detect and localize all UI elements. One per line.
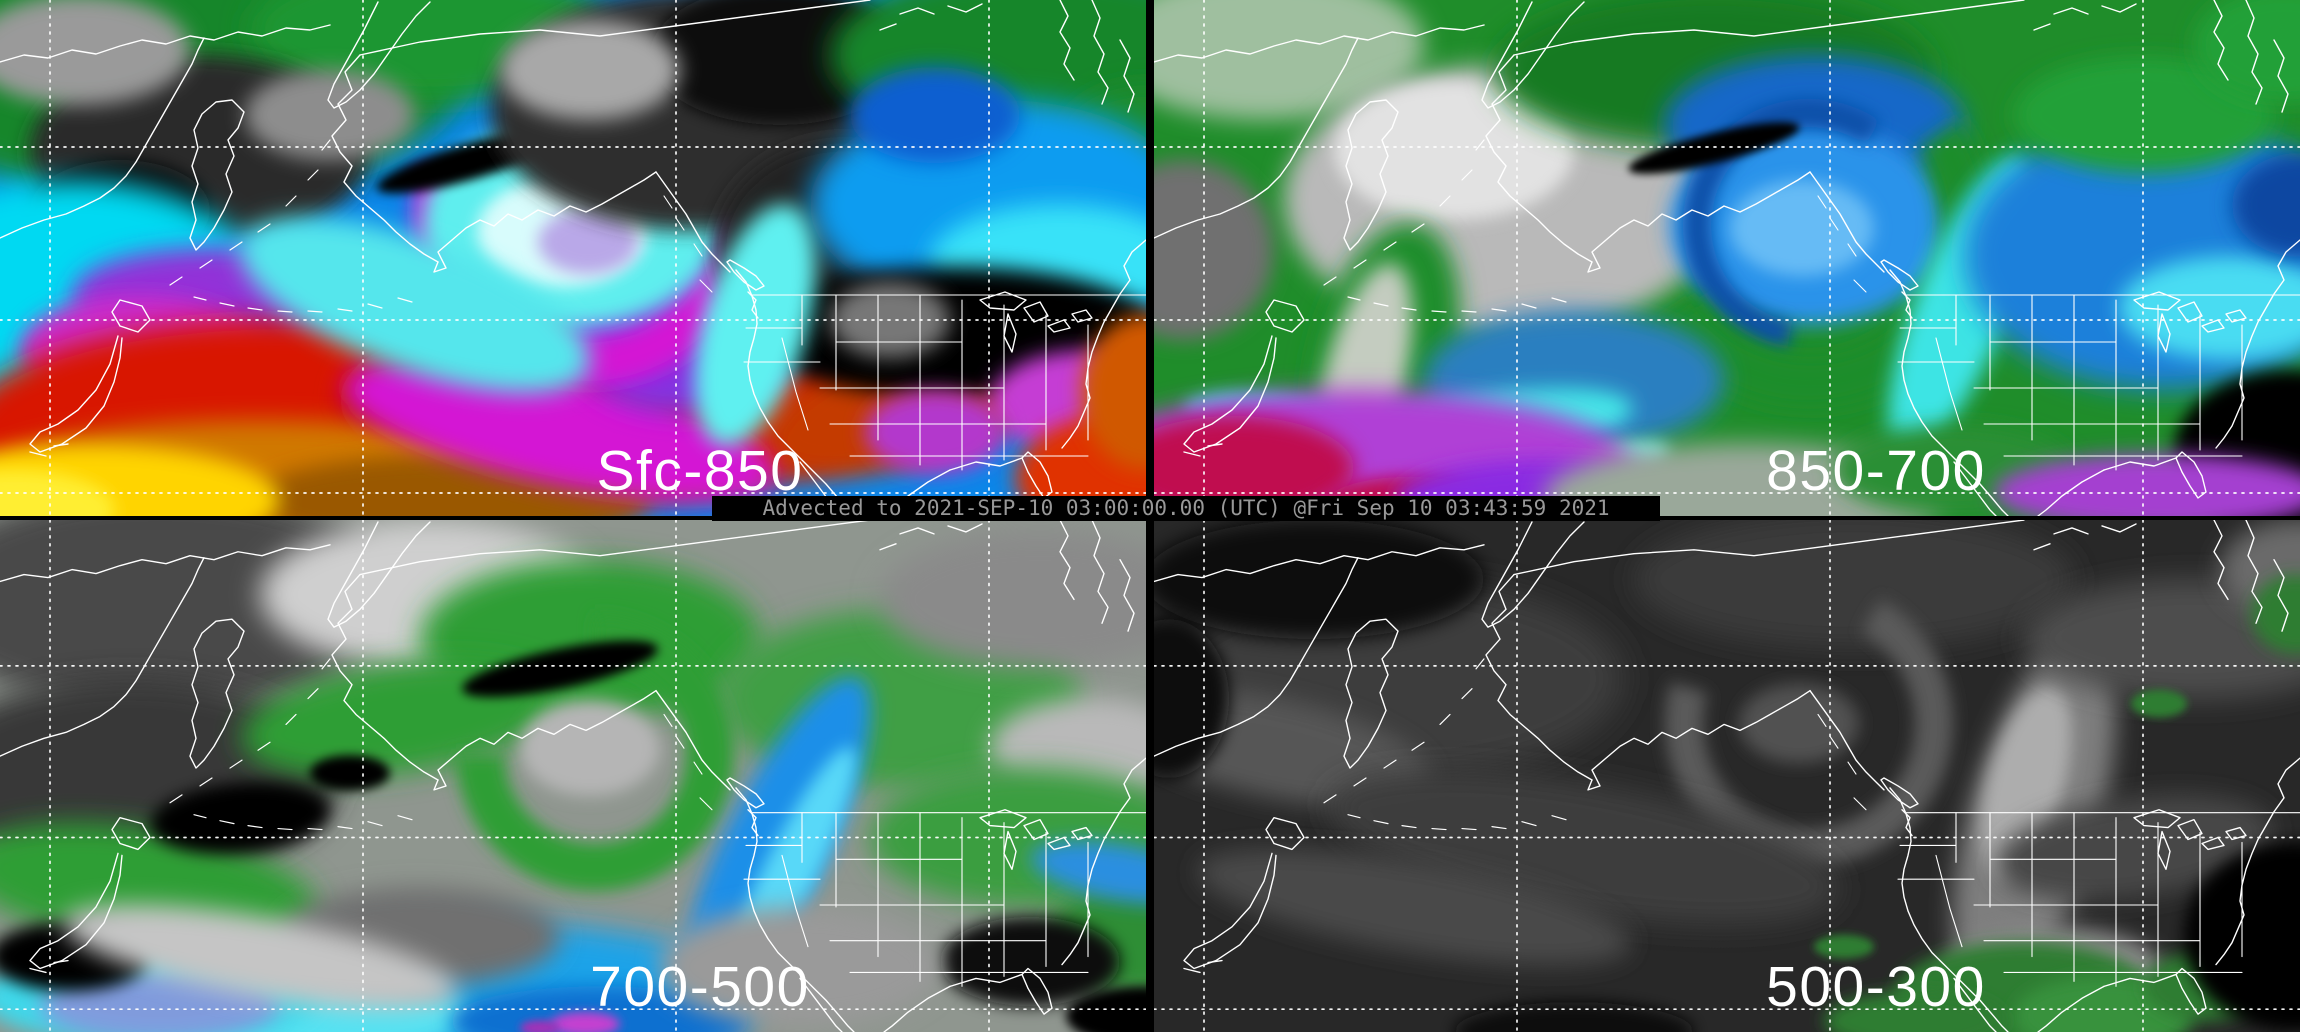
panel-sfc-850: Sfc-850 <box>0 0 1146 516</box>
panel-label-850-700: 850-700 <box>1766 439 1986 503</box>
moisture-field-sfc-850 <box>0 0 1146 516</box>
panel-850-700: 850-700 <box>1154 0 2300 516</box>
panel-label-700-500: 700-500 <box>590 956 810 1019</box>
advection-timestamp: Advected to 2021-SEP-10 03:00:00.00 (UTC… <box>712 496 1660 521</box>
panel-700-500: 700-500 <box>0 520 1146 1032</box>
panel-500-300: 500-300 <box>1154 520 2300 1032</box>
moisture-field-850-700 <box>1154 0 2300 516</box>
moisture-field-500-300 <box>1154 520 2300 1032</box>
moisture-field-700-500 <box>0 520 1146 1032</box>
panel-label-sfc-850: Sfc-850 <box>597 439 804 503</box>
panel-label-500-300: 500-300 <box>1766 956 1986 1019</box>
